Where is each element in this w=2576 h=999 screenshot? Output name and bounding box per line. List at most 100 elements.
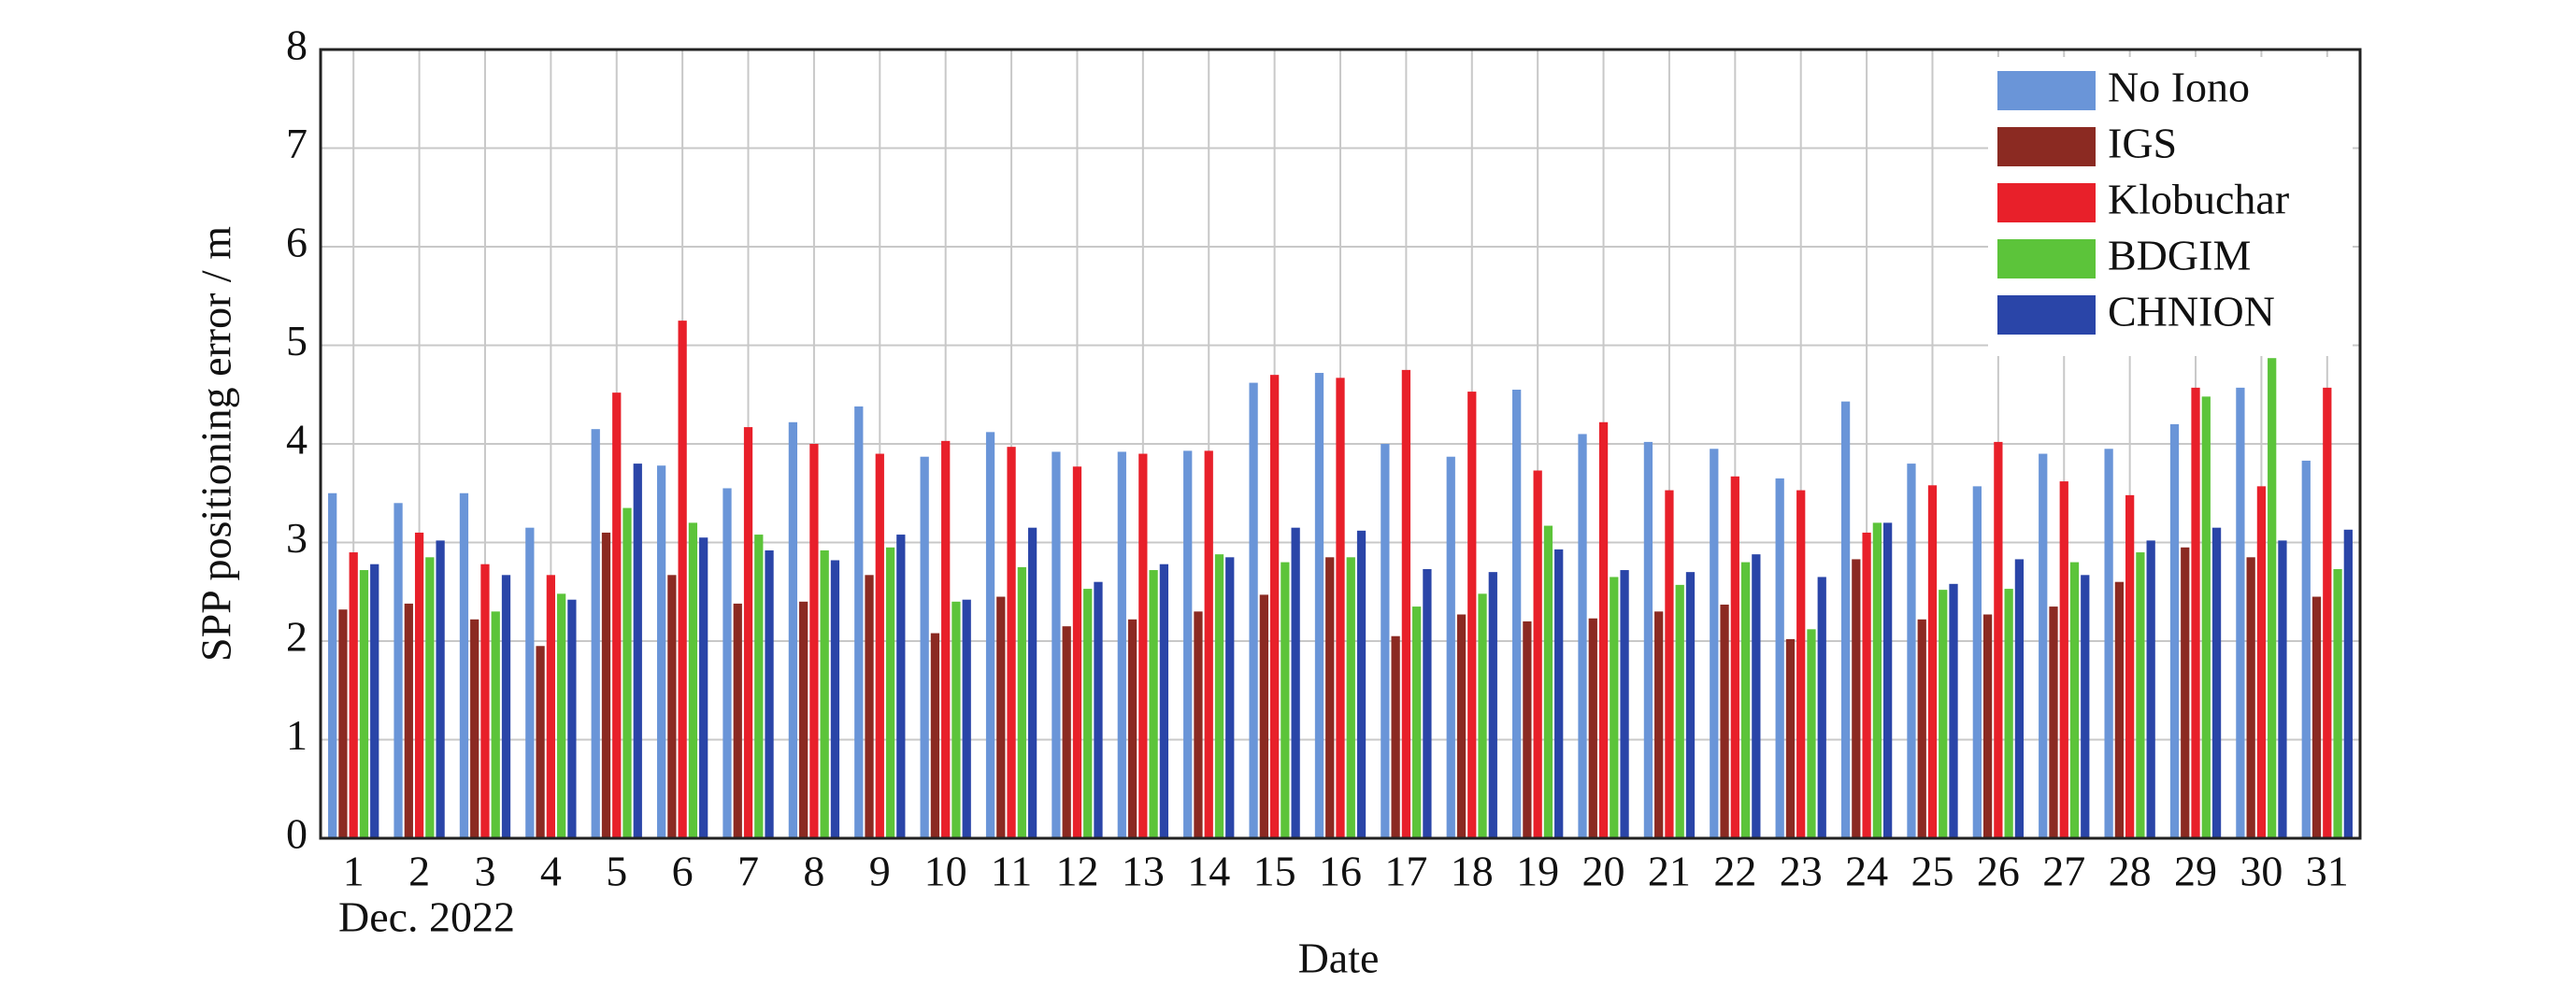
- bar: [1512, 389, 1522, 838]
- bar: [2059, 481, 2068, 838]
- bar: [885, 547, 895, 838]
- bar: [2301, 460, 2311, 838]
- bar: [1149, 570, 1158, 838]
- bar: [1391, 635, 1400, 838]
- bar: [1675, 584, 1684, 838]
- y-tick-label: 3: [286, 514, 308, 562]
- bar: [349, 552, 358, 838]
- bar: [2125, 494, 2135, 838]
- bar: [1488, 572, 1497, 838]
- bar: [338, 609, 348, 838]
- bar: [896, 535, 906, 838]
- bar: [623, 507, 632, 838]
- bar: [1007, 447, 1016, 838]
- bar: [1017, 566, 1026, 838]
- bar: [591, 429, 600, 838]
- bar: [536, 646, 545, 838]
- bar: [2256, 486, 2267, 838]
- bar: [733, 603, 742, 838]
- bar: [2343, 529, 2353, 838]
- legend-swatch: [1997, 127, 2096, 166]
- x-tick-label: 22: [1713, 848, 1756, 895]
- legend-swatch: [1997, 71, 2096, 110]
- bar: [2211, 527, 2222, 838]
- bar: [491, 611, 500, 838]
- bar: [1982, 614, 1993, 838]
- bar: [1578, 434, 1587, 838]
- bar: [612, 392, 622, 838]
- bar: [1543, 525, 1553, 838]
- x-tick-label: 18: [1451, 848, 1494, 895]
- bar: [1554, 549, 1564, 838]
- bar: [1807, 629, 1816, 838]
- legend-label: No Iono: [2108, 64, 2250, 111]
- bar: [546, 575, 555, 838]
- bar: [1740, 562, 1751, 838]
- bar: [1610, 577, 1619, 838]
- bar: [1127, 619, 1138, 838]
- bar: [1752, 554, 1761, 838]
- x-tick-label: 12: [1055, 848, 1098, 895]
- bar: [1685, 572, 1696, 838]
- x-tick-label: 30: [2240, 848, 2283, 895]
- bar: [1588, 618, 1597, 838]
- bar: [1817, 577, 1826, 838]
- x-tick-label: 6: [672, 848, 694, 895]
- bar: [556, 593, 566, 838]
- bar: [2081, 575, 2090, 838]
- bar: [688, 522, 698, 838]
- bar: [985, 432, 995, 838]
- x-tick-label: 19: [1516, 848, 1559, 895]
- bar: [2136, 552, 2145, 838]
- x-tick-label: 25: [1911, 848, 1953, 895]
- bar: [414, 532, 424, 838]
- bar: [1401, 369, 1411, 838]
- bar: [2049, 607, 2058, 838]
- bar: [470, 619, 479, 838]
- bar: [2236, 387, 2245, 838]
- bar: [723, 488, 732, 838]
- bar: [1269, 375, 1280, 838]
- bar: [1027, 527, 1038, 838]
- bar: [1796, 490, 1806, 838]
- x-tick-label: 24: [1845, 848, 1888, 895]
- bar: [525, 527, 535, 838]
- bar: [1204, 450, 1213, 838]
- legend-label: IGS: [2108, 120, 2177, 167]
- y-tick-label: 1: [286, 711, 308, 759]
- bar: [633, 464, 642, 838]
- bar: [656, 465, 666, 838]
- x-tick-label: 2: [408, 848, 430, 895]
- x-tick-label: 16: [1319, 848, 1362, 895]
- bar: [1598, 421, 1609, 838]
- y-tick-label: 7: [286, 120, 308, 167]
- bar: [1117, 451, 1126, 838]
- bar: [2201, 396, 2211, 838]
- bar: [1159, 564, 1168, 838]
- bar: [1523, 621, 1532, 838]
- x-tick-label: 27: [2042, 848, 2085, 895]
- bar: [1249, 382, 1258, 838]
- bar: [1720, 604, 1729, 838]
- bar: [754, 535, 764, 838]
- bar: [1478, 593, 1487, 838]
- bar: [1314, 373, 1324, 838]
- bar: [1225, 557, 1235, 838]
- bar: [1194, 611, 1203, 838]
- bar: [799, 601, 809, 838]
- x-tick-label: 11: [991, 848, 1032, 895]
- x-tick-label: 31: [2306, 848, 2349, 895]
- bar: [1927, 485, 1938, 838]
- bar: [1336, 378, 1345, 838]
- x-tick-label: 10: [924, 848, 967, 895]
- bar: [394, 503, 403, 838]
- y-tick-label: 5: [286, 317, 308, 364]
- bar: [1785, 638, 1796, 838]
- x-tick-label: 1: [343, 848, 365, 895]
- bar: [370, 564, 379, 838]
- x-tick-label: 26: [1977, 848, 2020, 895]
- legend-label: CHNION: [2108, 288, 2275, 335]
- bar: [875, 453, 884, 838]
- bar: [920, 456, 929, 838]
- bar: [1291, 527, 1300, 838]
